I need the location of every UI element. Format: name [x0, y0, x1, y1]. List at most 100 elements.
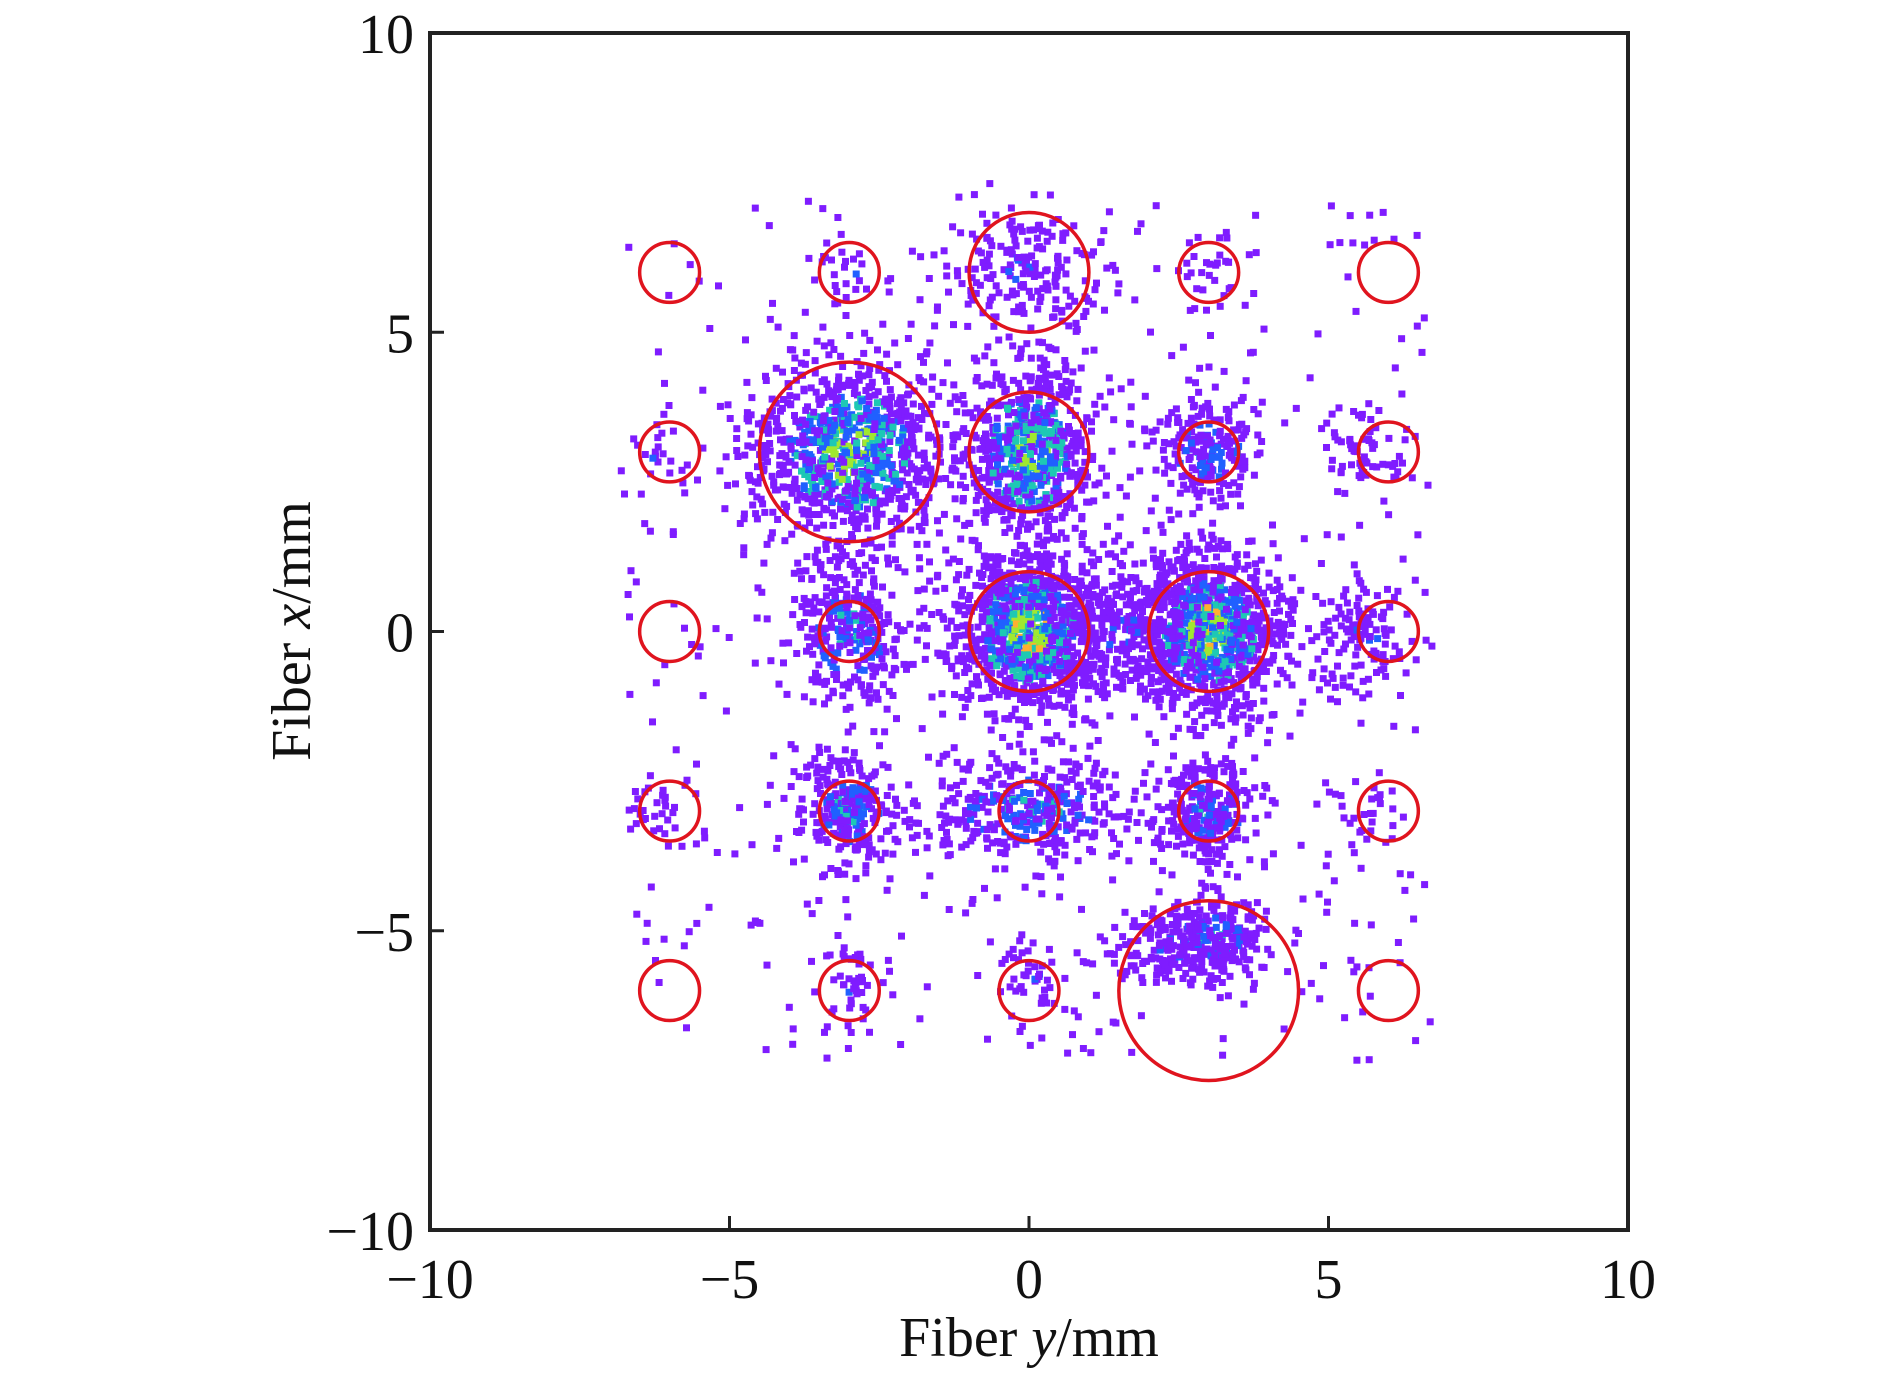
hit-point: [1020, 484, 1028, 492]
hit-point: [1037, 293, 1045, 301]
hit-point: [1223, 605, 1230, 613]
hit-point: [1169, 634, 1177, 642]
hit-point: [802, 406, 810, 414]
hit-point: [995, 691, 1003, 699]
hit-point: [866, 461, 874, 469]
hit-point: [870, 575, 878, 583]
hit-point: [872, 510, 880, 518]
hit-point: [893, 514, 901, 522]
hit-point: [1265, 583, 1273, 591]
hit-point: [1204, 432, 1211, 440]
hit-point: [1329, 674, 1337, 682]
hit-point: [1188, 622, 1196, 630]
hit-point: [1076, 829, 1084, 837]
hit-point: [1036, 789, 1043, 797]
hit-point: [840, 827, 848, 834]
hit-point: [921, 655, 929, 663]
hit-point: [1050, 685, 1058, 693]
hit-point: [827, 619, 835, 626]
hit-point: [851, 497, 859, 505]
hit-point: [1058, 629, 1066, 637]
hit-point: [988, 630, 996, 638]
hit-point: [1161, 469, 1169, 477]
hit-point: [837, 393, 845, 401]
hit-point: [778, 427, 786, 435]
hit-point: [1224, 442, 1232, 450]
hit-point: [854, 566, 862, 574]
hit-point: [1224, 258, 1232, 266]
hit-point: [1028, 443, 1036, 451]
hit-point: [908, 488, 916, 496]
hit-point: [944, 359, 951, 367]
hit-point: [985, 503, 993, 511]
hit-point: [1037, 503, 1045, 511]
hit-point: [1257, 633, 1265, 641]
hit-point: [985, 262, 993, 270]
hit-point: [1266, 617, 1274, 625]
hit-point: [855, 376, 863, 384]
hit-point: [1007, 470, 1014, 478]
hit-point: [1369, 444, 1377, 452]
hit-point: [850, 255, 857, 263]
hit-point: [879, 583, 886, 591]
hit-point: [1235, 632, 1242, 640]
hit-point: [966, 591, 974, 599]
hit-point: [1133, 587, 1141, 594]
hit-point: [828, 393, 836, 401]
hit-point: [1248, 618, 1256, 626]
hit-point: [1100, 668, 1108, 676]
hit-point: [1201, 699, 1209, 707]
hit-point: [782, 483, 790, 491]
hit-point: [835, 627, 842, 634]
hit-point: [801, 308, 809, 316]
hit-point: [1186, 664, 1194, 672]
hit-point: [1038, 447, 1046, 455]
hit-point: [1152, 560, 1160, 568]
hit-point: [1254, 620, 1262, 628]
hit-point: [1137, 682, 1144, 690]
hit-point: [1036, 354, 1044, 362]
hit-point: [1209, 624, 1216, 632]
hit-point: [802, 460, 810, 468]
hit-point: [1069, 686, 1077, 694]
hit-point: [998, 449, 1006, 457]
hit-point: [1035, 391, 1043, 399]
hit-point: [1032, 588, 1040, 596]
hit-point: [1137, 809, 1145, 817]
hit-point: [1230, 735, 1238, 743]
hit-point: [800, 594, 808, 602]
hit-point: [1244, 700, 1252, 708]
hit-point: [1201, 660, 1209, 668]
hit-point: [928, 474, 936, 482]
hit-point: [1199, 487, 1207, 495]
hit-point: [1042, 618, 1050, 626]
hit-point: [1352, 688, 1360, 696]
hit-point: [989, 839, 997, 847]
hit-point: [1355, 594, 1363, 602]
hit-point: [1207, 707, 1215, 715]
hit-point: [826, 762, 834, 769]
hit-point: [753, 614, 761, 622]
hit-point: [1133, 672, 1141, 680]
hit-point: [679, 479, 687, 487]
hit-point: [1080, 678, 1088, 686]
hit-point: [800, 693, 808, 701]
hit-point: [861, 561, 869, 569]
hit-point: [1098, 664, 1106, 672]
hit-point: [1089, 782, 1097, 790]
hit-point: [621, 490, 628, 498]
hit-point: [1238, 434, 1246, 442]
hit-point: [1065, 302, 1073, 310]
hit-point: [996, 433, 1003, 441]
hit-point: [903, 438, 910, 446]
hit-point: [811, 594, 819, 602]
hit-point: [979, 582, 986, 590]
hit-point: [1175, 434, 1183, 442]
hit-point: [1070, 704, 1077, 712]
hit-point: [976, 569, 983, 577]
hit-point: [1428, 642, 1436, 650]
hit-point: [1004, 433, 1012, 441]
hit-point: [1123, 651, 1131, 659]
hit-point: [1028, 386, 1036, 394]
